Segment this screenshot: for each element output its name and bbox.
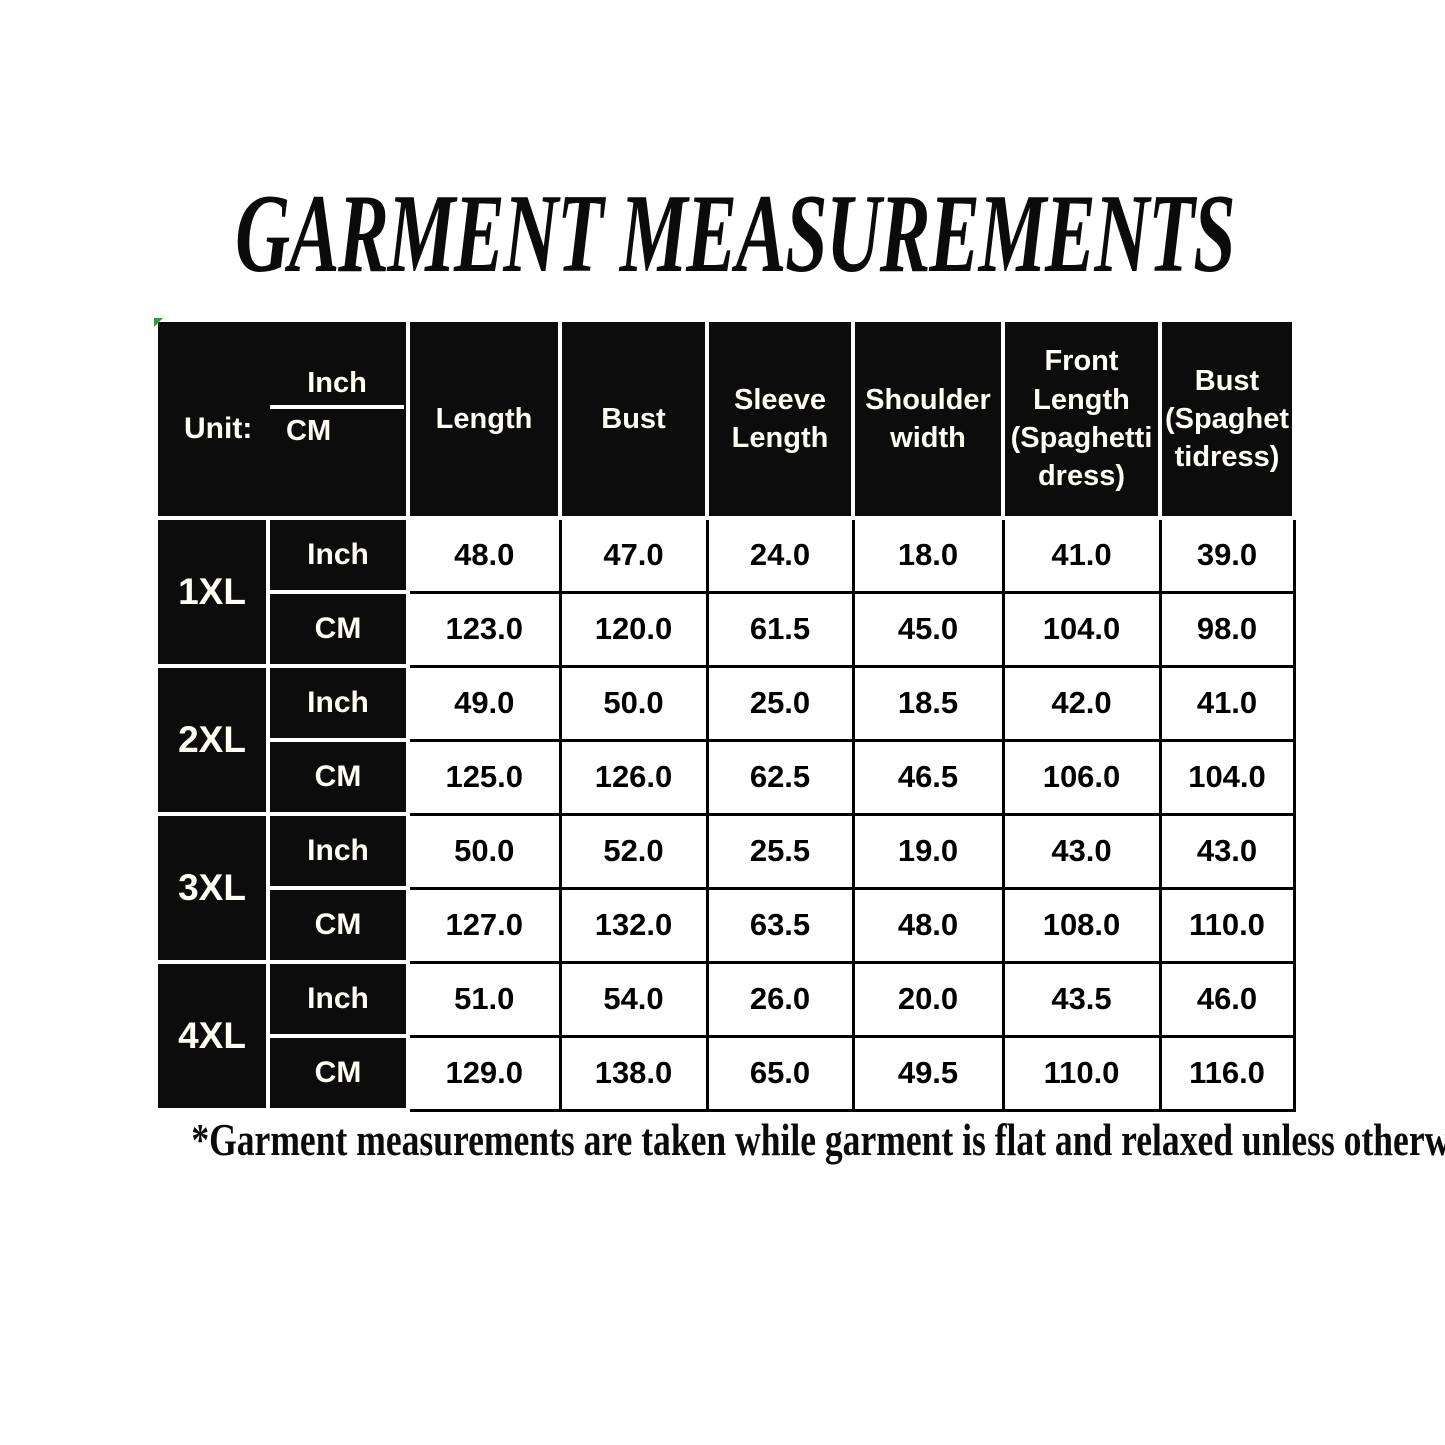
unit-cell: CM [266,590,410,668]
unit-cell: CM [266,1034,410,1112]
measurement-value: 18.0 [851,516,1005,594]
column-header-shoulder-width: Shoulder width [851,318,1005,520]
unit-header-cell: Unit: Inch CM [154,318,410,520]
table-row: CM 127.0 132.0 63.5 48.0 108.0 110.0 [156,886,1296,964]
unit-cm-label: CM [286,415,332,447]
measurement-value: 48.0 [851,886,1005,964]
column-header-bust-spaghetti: Bust (Spaghet tidress) [1158,318,1296,520]
table-row: CM 129.0 138.0 65.0 49.5 110.0 116.0 [156,1034,1296,1112]
measurement-value: 108.0 [1001,886,1162,964]
measurement-value: 62.5 [705,738,855,816]
measurement-value: 43.0 [1001,812,1162,890]
table-corner-mark [154,318,163,327]
measurement-value: 110.0 [1001,1034,1162,1112]
measurement-value: 138.0 [558,1034,709,1112]
column-header-front-length: Front Length (Spaghetti dress) [1001,318,1162,520]
measurement-value: 42.0 [1001,664,1162,742]
measurement-value: 50.0 [558,664,709,742]
table-row: 1XL Inch 48.0 47.0 24.0 18.0 41.0 39.0 [154,516,1296,668]
measurement-value: 39.0 [1158,516,1296,594]
table-row: CM 123.0 120.0 61.5 45.0 104.0 98.0 [156,590,1296,668]
table-row: 4XL Inch 51.0 54.0 26.0 20.0 43.5 46.0 [154,960,1296,1112]
measurement-value: 24.0 [705,516,855,594]
measurement-value: 45.0 [851,590,1005,668]
measurement-value: 41.0 [1001,516,1162,594]
column-header-length: Length [406,318,562,520]
measurement-value: 48.0 [406,516,562,594]
size-cell-2xl: 2XL [154,664,270,816]
measurement-value: 46.0 [1158,960,1296,1038]
footnote-text: *Garment measurements are taken while ga… [191,1115,1445,1165]
unit-cell: Inch [266,516,410,594]
measurement-value: 127.0 [406,886,562,964]
measurement-value: 25.5 [705,812,855,890]
measurement-value: 125.0 [406,738,562,816]
measurement-value: 50.0 [406,812,562,890]
unit-cell: Inch [266,812,410,890]
measurement-value: 65.0 [705,1034,855,1112]
measurement-value: 43.0 [1158,812,1296,890]
table-row: 3XL Inch 50.0 52.0 25.5 19.0 43.0 43.0 [154,812,1296,964]
measurement-value: 132.0 [558,886,709,964]
unit-inch-label: Inch [270,364,404,409]
measurement-value: 126.0 [558,738,709,816]
measurement-value: 120.0 [558,590,709,668]
measurement-value: 18.5 [851,664,1005,742]
measurement-value: 52.0 [558,812,709,890]
measurement-value: 47.0 [558,516,709,594]
unit-cell: CM [266,886,410,964]
unit-cell: Inch [266,960,410,1038]
measurement-value: 104.0 [1158,738,1296,816]
garment-measurements-table: Unit: Inch CM Length Bust Sleeve Length … [154,318,1296,1112]
measurement-value: 129.0 [406,1034,562,1112]
measurement-value: 20.0 [851,960,1005,1038]
measurement-value: 106.0 [1001,738,1162,816]
measurement-value: 43.5 [1001,960,1162,1038]
measurement-value: 26.0 [705,960,855,1038]
column-header-sleeve-length: Sleeve Length [705,318,855,520]
measurement-value: 61.5 [705,590,855,668]
footnote: *Garment measurements are taken while ga… [0,1115,1445,1166]
unit-stack: Inch CM [270,364,404,450]
measurement-value: 41.0 [1158,664,1296,742]
page-title-text: GARMENT MEASUREMENTS [235,172,1236,296]
measurement-value: 110.0 [1158,886,1296,964]
table-row: CM 125.0 126.0 62.5 46.5 106.0 104.0 [156,738,1296,816]
measurement-value: 63.5 [705,886,855,964]
size-cell-3xl: 3XL [154,812,270,964]
measurement-value: 25.0 [705,664,855,742]
measurement-value: 51.0 [406,960,562,1038]
measurement-value: 123.0 [406,590,562,668]
table-row: 2XL Inch 49.0 50.0 25.0 18.5 42.0 41.0 [154,664,1296,816]
measurement-value: 19.0 [851,812,1005,890]
size-cell-4xl: 4XL [154,960,270,1112]
unit-cell: CM [266,738,410,816]
measurement-value: 116.0 [1158,1034,1296,1112]
measurement-value: 49.0 [406,664,562,742]
page-title: GARMENT MEASUREMENTS [0,178,1445,290]
column-header-bust: Bust [558,318,709,520]
unit-cell: Inch [266,664,410,742]
measurement-value: 46.5 [851,738,1005,816]
measurement-value: 104.0 [1001,590,1162,668]
measurement-value: 54.0 [558,960,709,1038]
header-row: Unit: Inch CM Length Bust Sleeve Length … [154,318,1296,520]
size-cell-1xl: 1XL [154,516,270,668]
unit-label: Unit: [184,412,253,445]
measurement-value: 98.0 [1158,590,1296,668]
measurement-value: 49.5 [851,1034,1005,1112]
